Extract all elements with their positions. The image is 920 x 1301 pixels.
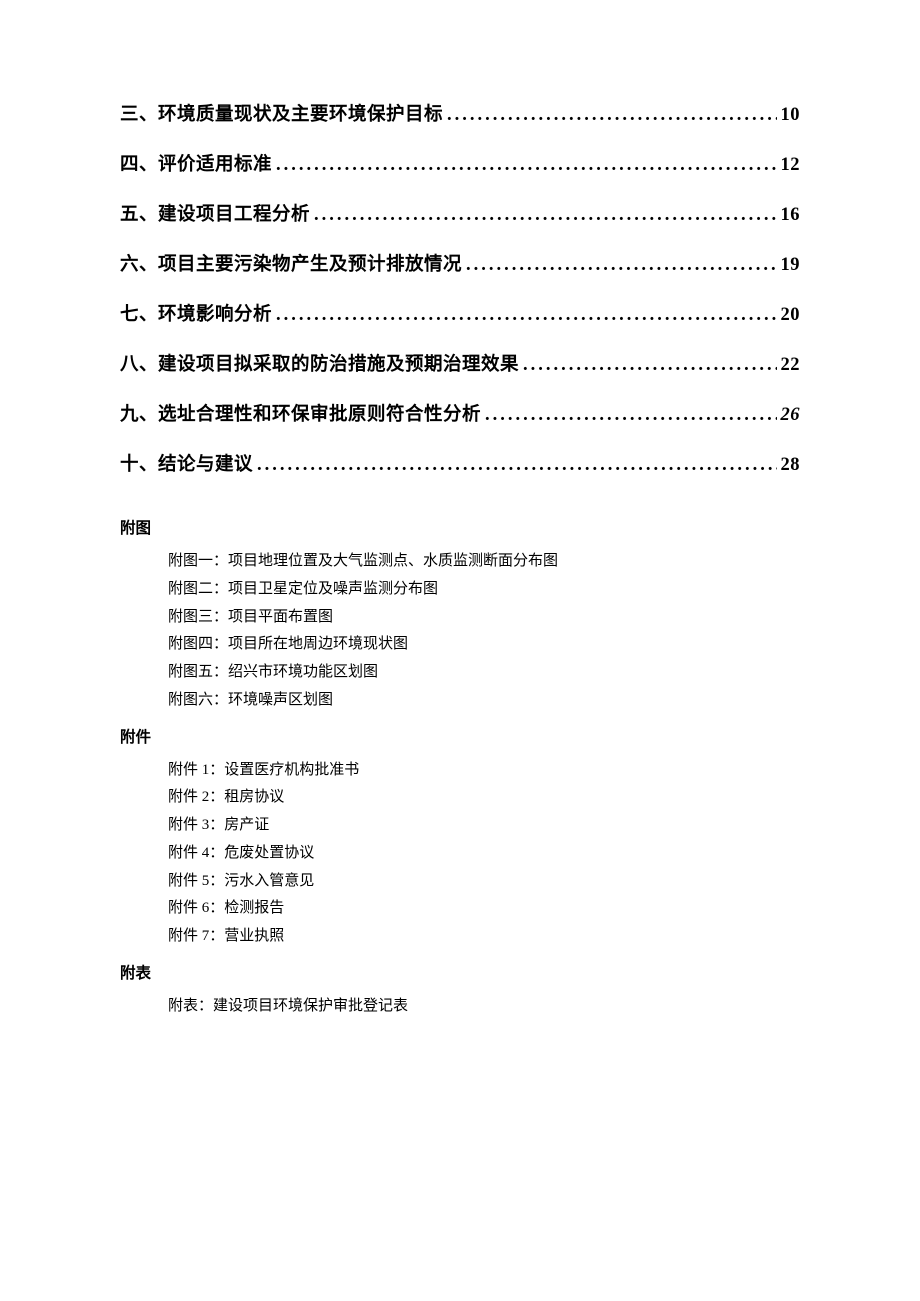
attachments-section: 附图 附图一：项目地理位置及大气监测点、水质监测断面分布图 附图二：项目卫星定位… [120,516,800,1021]
toc-leader-dots [466,255,776,276]
toc-leader-dots [276,155,776,176]
toc-entry: 十、结论与建议 28 [120,450,800,476]
toc-entry: 八、建设项目拟采取的防治措施及预期治理效果 22 [120,350,800,376]
toc-label: 四、评价适用标准 [120,150,272,176]
attachment-item: 附图一：项目地理位置及大气监测点、水质监测断面分布图 [168,548,800,576]
attachment-item: 附图五：绍兴市环境功能区划图 [168,659,800,687]
toc-page-number: 10 [781,105,801,126]
toc-page-number: 12 [781,155,801,176]
toc-entry: 七、环境影响分析 20 [120,300,800,326]
toc-entry: 六、项目主要污染物产生及预计排放情况 19 [120,250,800,276]
toc-label: 六、项目主要污染物产生及预计排放情况 [120,250,462,276]
toc-page-number: 19 [781,255,801,276]
attachment-item: 附表：建设项目环境保护审批登记表 [168,993,800,1021]
attachment-item: 附件 6：检测报告 [168,895,800,923]
toc-entry: 五、建设项目工程分析 16 [120,200,800,226]
section-heading-fubiao: 附表 [120,961,800,983]
toc-label: 七、环境影响分析 [120,300,272,326]
attachment-item: 附图六：环境噪声区划图 [168,687,800,715]
toc-entry: 九、选址合理性和环保审批原则符合性分析 26 [120,400,800,426]
attachment-item: 附件 3：房产证 [168,812,800,840]
toc-label: 八、建设项目拟采取的防治措施及预期治理效果 [120,350,519,376]
toc-label: 十、结论与建议 [120,450,253,476]
toc-label: 五、建设项目工程分析 [120,200,310,226]
attachment-item: 附图三：项目平面布置图 [168,604,800,632]
toc-leader-dots [276,305,776,326]
toc-label: 九、选址合理性和环保审批原则符合性分析 [120,400,481,426]
toc-leader-dots [257,455,776,476]
attachment-item: 附图二：项目卫星定位及噪声监测分布图 [168,576,800,604]
toc-leader-dots [523,355,776,376]
toc-page-number: 16 [781,205,801,226]
toc-label: 三、环境质量现状及主要环境保护目标 [120,100,443,126]
toc-page-number: 22 [781,355,801,376]
toc-page-number: 20 [781,305,801,326]
attachment-item: 附件 2：租房协议 [168,784,800,812]
section-heading-fujian: 附件 [120,725,800,747]
attachment-item: 附件 7：营业执照 [168,923,800,951]
toc-leader-dots [447,105,776,126]
attachment-item: 附图四：项目所在地周边环境现状图 [168,631,800,659]
section-heading-futu: 附图 [120,516,800,538]
toc-page-number: 28 [781,455,801,476]
attachment-item: 附件 5：污水入管意见 [168,868,800,896]
toc-entry: 四、评价适用标准 12 [120,150,800,176]
toc-page-number: 26 [781,405,801,426]
attachment-item: 附件 1：设置医疗机构批准书 [168,757,800,785]
toc-leader-dots [314,205,776,226]
toc-leader-dots [485,405,776,426]
toc-container: 三、环境质量现状及主要环境保护目标 10 四、评价适用标准 12 五、建设项目工… [120,100,800,476]
attachment-item: 附件 4：危废处置协议 [168,840,800,868]
toc-entry: 三、环境质量现状及主要环境保护目标 10 [120,100,800,126]
